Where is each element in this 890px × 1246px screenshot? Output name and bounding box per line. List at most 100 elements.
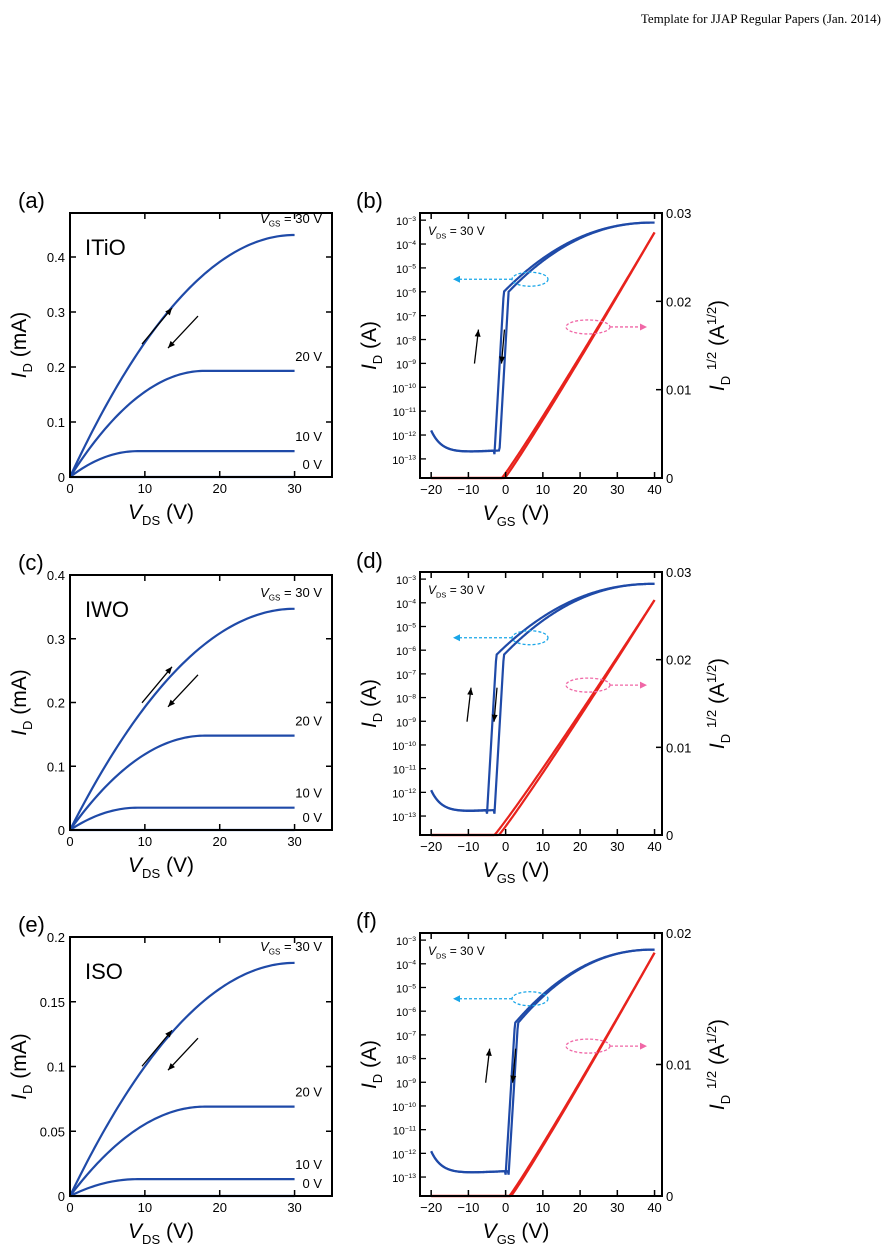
y-tick-label: 10−8 xyxy=(396,1054,416,1066)
material-label: ISO xyxy=(85,959,123,984)
y-tick-label: 0.1 xyxy=(47,415,65,430)
x-tick-label: −20 xyxy=(420,482,442,497)
y2-tick-label: 0.03 xyxy=(666,206,691,221)
log-id-curve xyxy=(430,221,655,453)
x-tick-label: 20 xyxy=(212,834,226,849)
page-header: Template for JJAP Regular Papers (Jan. 2… xyxy=(640,11,881,26)
y-tick-label: 10−6 xyxy=(396,288,416,300)
sqrt-id-curve xyxy=(431,952,656,1198)
series-label: 0 V xyxy=(302,457,322,472)
x-axis-label: VDS (V) xyxy=(128,501,194,528)
output-curve xyxy=(69,450,295,478)
x-tick-label: 20 xyxy=(573,839,587,854)
y-tick-label: 10−4 xyxy=(396,240,416,252)
x-tick-label: 20 xyxy=(573,1200,587,1215)
sweep-arrow-up xyxy=(466,687,474,722)
x-tick-label: 20 xyxy=(573,482,587,497)
series-label: VGS = 30 V xyxy=(260,585,322,603)
series-label: 10 V xyxy=(295,786,322,801)
y-tick-label: 10−5 xyxy=(396,264,416,276)
x-tick-label: 10 xyxy=(138,834,152,849)
y-axis-label: ID (mA) xyxy=(8,669,35,736)
x-tick-label: 10 xyxy=(536,839,550,854)
right-axis-arrowhead xyxy=(640,323,647,331)
y-tick-label: 0.2 xyxy=(47,360,65,375)
y-tick-label: 0 xyxy=(58,470,65,485)
series-label: 20 V xyxy=(295,349,322,364)
y-tick-label: 10−13 xyxy=(392,455,416,467)
sweep-arrow-up xyxy=(484,1048,492,1083)
plot-frame xyxy=(419,212,663,479)
panel-letter: (a) xyxy=(18,188,45,213)
y2-tick-label: 0.01 xyxy=(666,383,691,398)
left-axis-arrowhead xyxy=(453,995,460,1003)
y-tick-label: 10−5 xyxy=(396,622,416,634)
y-axis-label: ID (mA) xyxy=(8,1033,35,1100)
output-curve xyxy=(69,233,295,478)
sweep-arrow-down xyxy=(491,687,498,722)
y-tick-label: 10−12 xyxy=(392,788,416,800)
panel-letter: (e) xyxy=(18,912,45,937)
y-tick-label: 0.4 xyxy=(47,568,65,583)
vds-label: VDS = 30 V xyxy=(428,944,485,960)
series-label: 10 V xyxy=(295,1157,322,1172)
y-tick-label: 0.4 xyxy=(47,250,65,265)
output-curve xyxy=(69,734,295,831)
series-label: 10 V xyxy=(295,429,322,444)
x-tick-label: 30 xyxy=(287,834,301,849)
series-label: 0 V xyxy=(302,810,322,825)
x-tick-label: 0 xyxy=(66,834,73,849)
x-tick-label: 0 xyxy=(502,482,509,497)
sqrt-id-curve xyxy=(431,952,656,1198)
y-tick-label: 0.2 xyxy=(47,696,65,711)
y-tick-label: 10−10 xyxy=(392,1102,416,1114)
left-axis-arrowhead xyxy=(453,634,460,642)
y-tick-label: 10−3 xyxy=(396,216,416,228)
y2-tick-label: 0 xyxy=(666,828,673,843)
x-axis-label: VDS (V) xyxy=(128,854,194,881)
transfer-panel-d: (d) −20 −10 0 10 20 30 40 10−3 10−4 10−5 10−6 10−7 10… xyxy=(356,548,733,886)
sweep-arrow-down xyxy=(499,329,506,364)
sweep-arrow-up xyxy=(141,307,173,345)
output-curve xyxy=(69,961,295,1197)
right-axis-arrowhead xyxy=(640,1042,647,1050)
y-tick-label: 10−9 xyxy=(396,717,416,729)
y-tick-label: 0.3 xyxy=(47,305,65,320)
x-axis-label: VGS (V) xyxy=(483,1220,550,1246)
y-tick-label: 10−13 xyxy=(392,1173,416,1185)
plot-frame xyxy=(419,571,663,836)
log-id-curve xyxy=(430,582,655,814)
x-tick-label: −10 xyxy=(457,839,479,854)
y-tick-label: 10−12 xyxy=(392,431,416,443)
x-tick-label: 30 xyxy=(287,481,301,496)
sweep-arrow-up xyxy=(473,329,481,364)
output-curve xyxy=(69,806,295,831)
panel-letter: (c) xyxy=(18,550,44,575)
y2-tick-label: 0 xyxy=(666,471,673,486)
y-tick-label: 0 xyxy=(58,823,65,838)
y-tick-label: 0.05 xyxy=(40,1124,65,1139)
series-label: VGS = 30 V xyxy=(260,939,322,957)
y-tick-label: 0.3 xyxy=(47,632,65,647)
panel-letter: (f) xyxy=(356,908,377,933)
x-tick-label: −20 xyxy=(420,839,442,854)
y-tick-label: 10−7 xyxy=(396,1031,416,1043)
sqrt-id-curve xyxy=(431,599,656,837)
x-tick-label: 10 xyxy=(138,1200,152,1215)
x-tick-label: 30 xyxy=(610,482,624,497)
y-tick-label: 10−12 xyxy=(392,1149,416,1161)
sweep-arrow-down xyxy=(510,1048,517,1083)
y-tick-label: 10−8 xyxy=(396,335,416,347)
y-tick-label: 10−3 xyxy=(396,575,416,587)
sweep-arrow-down xyxy=(167,674,199,708)
y2-tick-label: 0.02 xyxy=(666,926,691,941)
y-tick-label: 10−6 xyxy=(396,646,416,658)
x-tick-label: 40 xyxy=(647,839,661,854)
x-tick-label: 30 xyxy=(610,839,624,854)
log-id-curve xyxy=(430,582,655,814)
x-tick-label: −10 xyxy=(457,482,479,497)
right-axis-marker-ellipse xyxy=(565,319,611,335)
log-id-curve xyxy=(430,948,655,1175)
right-axis-arrowhead xyxy=(640,681,647,689)
